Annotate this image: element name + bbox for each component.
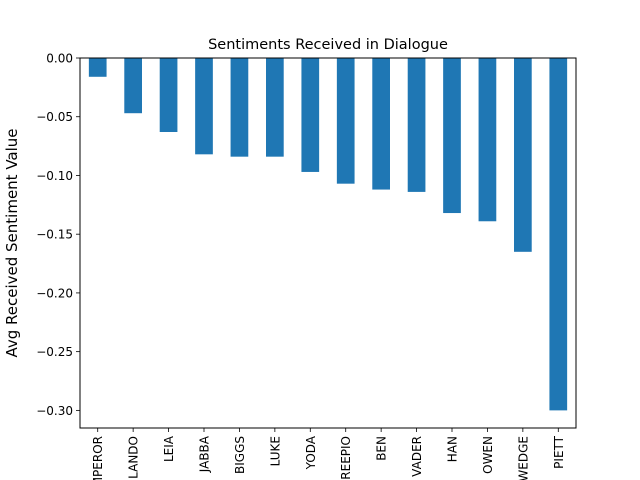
bar-emperor [88,58,107,77]
bar-jabba [195,58,213,155]
x-tick-label: BEN [375,436,389,461]
x-tick-label: LEIA [162,435,176,462]
x-tick-label: WEDGE [516,436,530,480]
x-tick-label: LUKE [268,436,282,466]
x-tick-label: JABBA [198,435,212,473]
y-tick-label: −0.25 [36,345,73,359]
y-axis-label: Avg Received Sentiment Value [3,128,21,357]
x-axis: EMPEROR LANDO LEIA JABBA BIGGS LUKE YODA THREEP… [91,428,566,480]
bar-vader [407,58,426,192]
y-axis: 0.00 −0.05 −0.10 −0.15 −0.20 −0.25 −0.30 [36,52,80,418]
bar-threepio [336,58,355,184]
y-tick-label: 0.00 [46,52,73,66]
bar-han [443,58,461,214]
y-tick-label: −0.05 [36,110,73,124]
y-tick-label: −0.15 [36,228,73,242]
y-tick-label: −0.30 [36,404,73,418]
bar-owen [478,58,497,222]
plot-frame [79,57,577,429]
bar-biggs [230,58,249,157]
bar-piett [549,58,568,411]
x-tick-label: VADER [410,436,424,477]
bar-lando [124,58,142,114]
x-tick-label: HAN [446,436,460,462]
x-tick-label: PIETT [552,435,566,468]
y-tick-label: −0.20 [36,286,73,300]
bar-wedge [514,58,532,252]
x-tick-label: BIGGS [233,436,247,474]
y-tick-label: −0.10 [36,169,73,183]
bars-group [88,58,568,411]
bar-ben [372,58,390,190]
bar-luke [266,58,284,157]
x-tick-label: LANDO [127,436,141,479]
x-tick-label: YODA [304,435,318,470]
x-tick-label: EMPEROR [91,436,105,480]
x-tick-label: THREEPIO [339,436,353,480]
bar-leia [159,58,178,132]
x-tick-label: OWEN [481,436,495,474]
bar-yoda [301,58,320,172]
chart-title: Sentiments Received in Dialogue [208,37,448,53]
